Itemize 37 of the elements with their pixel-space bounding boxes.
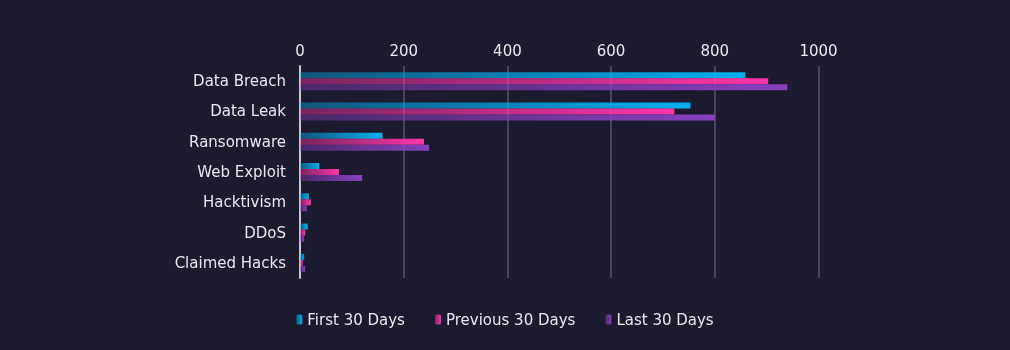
x-tick-label: 0 xyxy=(295,41,305,60)
x-tick-label: 400 xyxy=(493,41,522,60)
bar xyxy=(300,235,305,242)
y-tick-label: Ransomware xyxy=(189,132,286,151)
bar xyxy=(300,72,746,79)
bar xyxy=(300,253,305,260)
bar xyxy=(300,114,715,121)
bar xyxy=(300,175,363,181)
legend-label: Last 30 Days xyxy=(616,310,714,329)
x-tick-label: 1000 xyxy=(799,41,838,60)
y-tick-label: Hacktivism xyxy=(203,193,286,212)
bar xyxy=(300,169,339,175)
bar xyxy=(300,193,309,200)
bar xyxy=(300,163,320,169)
bar xyxy=(300,84,788,91)
bar xyxy=(300,102,691,109)
bar xyxy=(300,205,307,212)
legend-label: Previous 30 Days xyxy=(445,310,576,329)
bar xyxy=(300,138,424,145)
x-tick-label: 200 xyxy=(389,41,419,60)
bar xyxy=(300,144,430,151)
bar xyxy=(300,132,383,139)
bar xyxy=(300,108,675,115)
bar xyxy=(300,199,311,206)
x-tick-label: 800 xyxy=(700,41,730,60)
y-tick-label: Data Leak xyxy=(210,102,287,121)
bar xyxy=(300,259,303,266)
y-tick-label: Web Exploit xyxy=(197,163,287,181)
x-tick-label: 600 xyxy=(596,41,626,60)
bar xyxy=(300,265,306,272)
legend-label: First 30 Days xyxy=(307,310,406,329)
y-tick-label: DDoS xyxy=(244,223,286,242)
y-tick-label: Claimed Hacks xyxy=(174,253,287,272)
bar xyxy=(300,223,308,230)
bar xyxy=(300,78,769,85)
bar xyxy=(300,229,306,236)
y-tick-label: Data Breach xyxy=(193,72,286,91)
